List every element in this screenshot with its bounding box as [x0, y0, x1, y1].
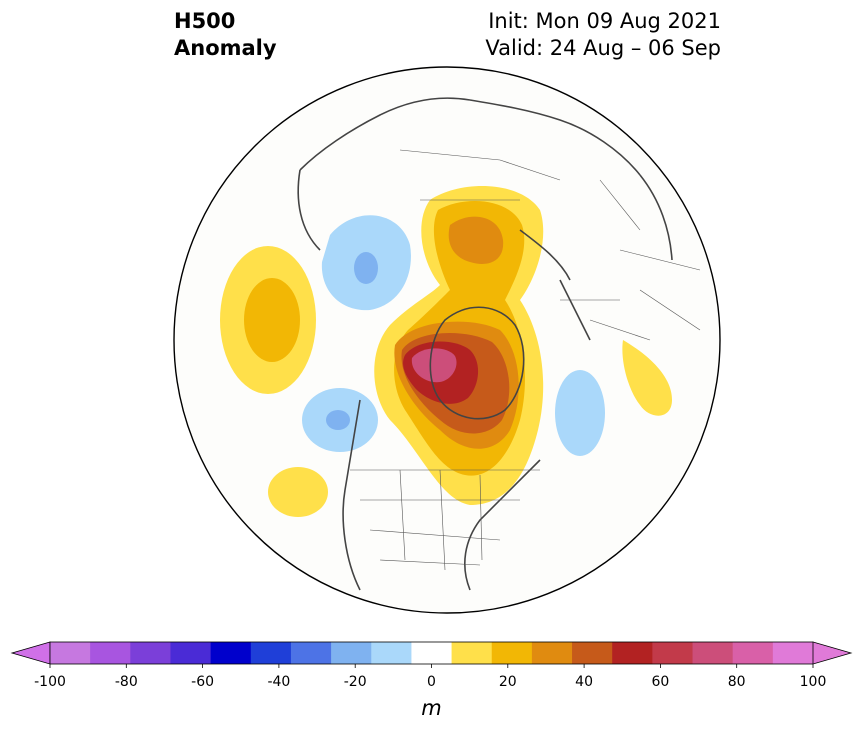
anomaly-pos-main-60 [411, 348, 457, 383]
colorbar-swatch [772, 642, 814, 664]
colorbar-tick-label: -100 [34, 674, 66, 690]
anomaly-pos-gulf-alaska [268, 467, 328, 517]
colorbar-swatch [652, 642, 694, 664]
colorbar-swatch [572, 642, 613, 664]
colorbar-tick-label: 20 [498, 674, 517, 690]
colorbar-swatch [210, 642, 252, 664]
colorbar-swatch [531, 642, 573, 664]
anomaly-pos-west-europe [622, 340, 672, 416]
colorbar-swatch [50, 642, 91, 664]
colorbar-tick-label: -80 [114, 674, 138, 690]
title-line-2: Anomaly [174, 36, 277, 60]
colorbar-tick-label: -60 [191, 674, 215, 690]
colorbar-swatch [451, 642, 493, 664]
colorbar-swatch [170, 642, 212, 664]
init-date: Init: Mon 09 Aug 2021 [488, 9, 721, 33]
anomaly-neg-ne-pacific-core [326, 410, 350, 430]
colorbar-swatch [612, 642, 653, 664]
date-info: Init: Mon 09 Aug 2021 Valid: 24 Aug – 06… [485, 8, 721, 62]
colorbar-tick-label: 100 [799, 674, 827, 690]
polar-map [173, 66, 721, 614]
colorbar-swatch [250, 642, 292, 664]
colorbar-tick-label: -20 [343, 674, 367, 690]
colorbar-swatch [692, 642, 734, 664]
colorbar-swatch [130, 642, 171, 664]
anomaly-neg-siberia-core [354, 252, 378, 284]
colorbar-tick-label: 80 [727, 674, 746, 690]
colorbar-swatch [371, 642, 412, 664]
borders [350, 149, 701, 571]
colorbar-tick-label: 60 [651, 674, 670, 690]
colorbar-swatch [491, 642, 533, 664]
colorbar-swatch [290, 642, 332, 664]
colorbar-over-arrow [812, 641, 853, 665]
anomaly-pos-north-pacific-core [244, 278, 300, 362]
colorbar-swatch [90, 642, 131, 664]
colorbar-tick-label: -40 [267, 674, 291, 690]
colorbar-unit: m [421, 696, 442, 720]
map-border [173, 66, 721, 614]
coastlines [297, 97, 673, 591]
colorbar-under-arrow [10, 641, 51, 665]
anomaly-fill [220, 97, 701, 591]
colorbar-tick-label: 0 [427, 674, 436, 690]
colorbar-tick-label: 40 [575, 674, 593, 690]
colorbar-swatch [411, 642, 453, 664]
colorbar-swatch [331, 642, 372, 664]
colorbar-swatch [732, 642, 774, 664]
title-line-1: H500 [174, 9, 236, 33]
map-title: H500 Anomaly [174, 8, 277, 62]
anomaly-neg-north-atlantic [555, 370, 605, 456]
colorbar [10, 641, 853, 668]
valid-range: Valid: 24 Aug – 06 Sep [485, 36, 721, 60]
